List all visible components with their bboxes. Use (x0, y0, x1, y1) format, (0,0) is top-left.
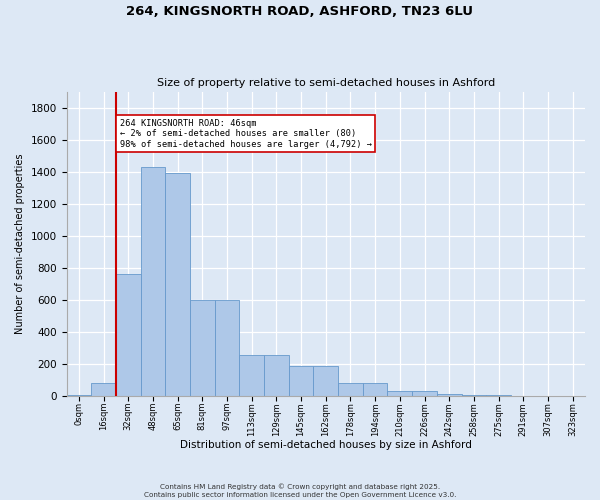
Text: 264 KINGSNORTH ROAD: 46sqm
← 2% of semi-detached houses are smaller (80)
98% of : 264 KINGSNORTH ROAD: 46sqm ← 2% of semi-… (119, 119, 371, 148)
Bar (140, 167, 165, 396)
Bar (91, 383, 116, 396)
Text: Contains HM Land Registry data © Crown copyright and database right 2025.
Contai: Contains HM Land Registry data © Crown c… (144, 484, 456, 498)
Bar (437, 394, 461, 396)
Bar (264, 355, 289, 396)
X-axis label: Distribution of semi-detached houses by size in Ashford: Distribution of semi-detached houses by … (180, 440, 472, 450)
Text: 264, KINGSNORTH ROAD, ASHFORD, TN23 6LU: 264, KINGSNORTH ROAD, ASHFORD, TN23 6LU (127, 5, 473, 18)
Bar (388, 391, 412, 396)
Bar (116, 274, 140, 396)
Bar (215, 300, 239, 396)
Title: Size of property relative to semi-detached houses in Ashford: Size of property relative to semi-detach… (157, 78, 495, 88)
Y-axis label: Number of semi-detached properties: Number of semi-detached properties (15, 154, 25, 334)
Bar (412, 391, 437, 396)
Bar (313, 366, 338, 396)
Bar (165, 173, 190, 396)
Bar (363, 383, 388, 396)
Bar (190, 300, 215, 396)
Bar (289, 366, 313, 396)
Bar (239, 355, 264, 396)
Bar (338, 383, 363, 396)
Bar (67, 395, 91, 396)
